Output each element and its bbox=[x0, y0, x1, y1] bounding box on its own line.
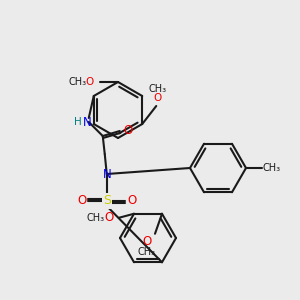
Text: CH₃: CH₃ bbox=[87, 213, 105, 223]
Text: O: O bbox=[153, 93, 161, 103]
Text: CH₃: CH₃ bbox=[69, 77, 87, 87]
Text: CH₃: CH₃ bbox=[138, 247, 156, 257]
Text: H: H bbox=[74, 117, 82, 127]
Text: CH₃: CH₃ bbox=[148, 84, 166, 94]
Text: N: N bbox=[82, 116, 91, 128]
Text: O: O bbox=[142, 235, 152, 248]
Text: O: O bbox=[104, 211, 114, 224]
Text: S: S bbox=[103, 194, 111, 208]
Text: O: O bbox=[123, 124, 132, 137]
Text: CH₃: CH₃ bbox=[263, 163, 281, 173]
Text: O: O bbox=[86, 77, 94, 87]
Text: O: O bbox=[127, 194, 136, 208]
Text: O: O bbox=[77, 194, 86, 208]
Text: N: N bbox=[102, 167, 111, 181]
